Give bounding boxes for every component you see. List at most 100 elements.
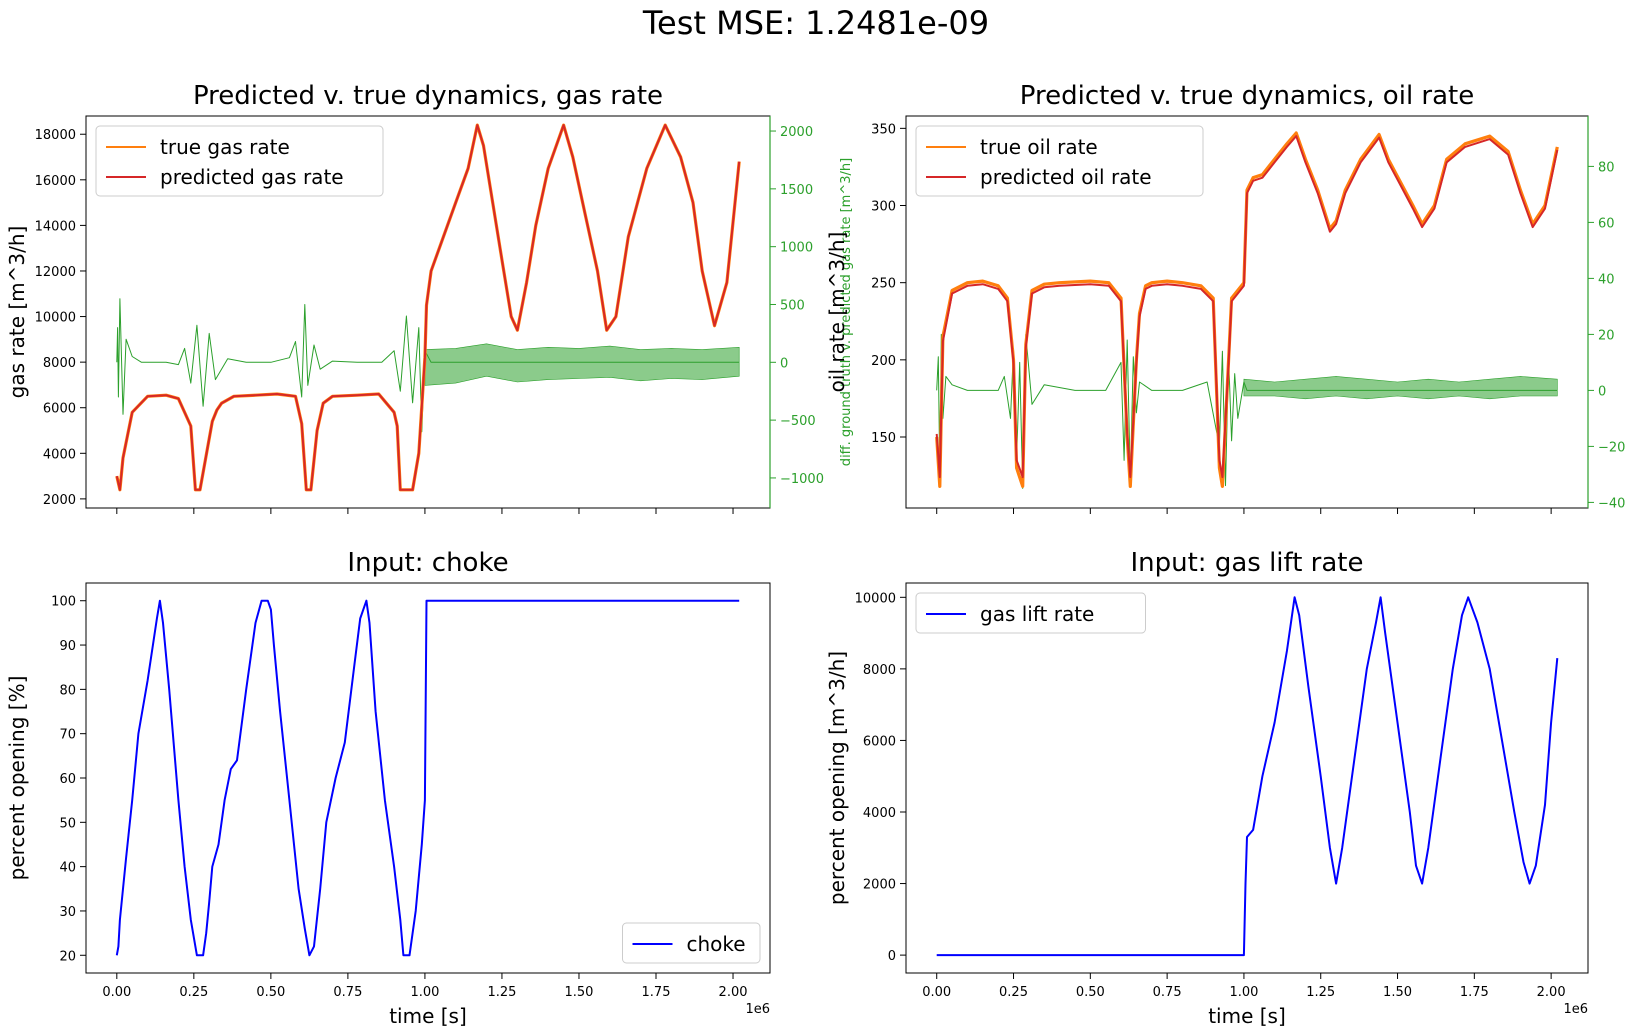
plot-area — [115, 123, 741, 492]
series-line — [115, 599, 740, 957]
legend-entry: predicted gas rate — [160, 165, 344, 189]
y2-axis-label: diff. ground truth v. predicted gas rate… — [839, 158, 854, 466]
subplot-title: Predicted v. true dynamics, oil rate — [1020, 81, 1475, 111]
series-line — [115, 124, 741, 491]
y-tick-label: 30 — [59, 905, 76, 920]
y-tick-label: 16000 — [35, 174, 76, 189]
legend-frame — [622, 922, 761, 964]
y2-tick-label: 40 — [1598, 272, 1615, 287]
x-tick-label: 2.00 — [1537, 985, 1566, 1000]
x-tick-label: 0.75 — [333, 985, 362, 1000]
series-input — [115, 599, 740, 957]
y-tick-label: 250 — [871, 277, 896, 292]
subplot-grid: Predicted v. true dynamics, gas rate2000… — [5, 81, 1625, 1028]
x-tick-label: 0.00 — [102, 985, 131, 1000]
series-input — [936, 596, 1559, 957]
y-tick-label: 80 — [59, 683, 76, 698]
y2-tick-label: −20 — [1598, 440, 1625, 455]
y-tick-label: 2000 — [43, 493, 76, 508]
y-tick-label: 10000 — [35, 311, 76, 326]
x-tick-label: 0.00 — [922, 985, 951, 1000]
x-tick-label: 0.25 — [999, 985, 1028, 1000]
subplot-title: Input: choke — [347, 548, 508, 578]
legend: true gas rate predicted gas rate — [95, 125, 384, 197]
series-diff — [116, 298, 740, 433]
plot-area — [115, 599, 740, 957]
y2-tick-label: 0 — [780, 356, 788, 371]
y-tick-label: 6000 — [863, 734, 896, 749]
y-tick-label: 350 — [871, 122, 896, 137]
y-tick-label: 6000 — [43, 402, 76, 417]
diff-band — [424, 343, 740, 386]
y-axis-label: oil rate [m^3/h] — [825, 232, 849, 393]
y-axis-label: percent opening [m^3/h] — [825, 651, 849, 905]
legend-frame — [915, 592, 1146, 634]
figure-suptitle: Test MSE: 1.2481e-09 — [642, 4, 989, 42]
y-tick-label: 12000 — [35, 265, 76, 280]
x-tick-label: 1.75 — [1460, 985, 1489, 1000]
diff-band — [1243, 376, 1558, 400]
series-predicted — [115, 124, 741, 491]
x-tick-label: 1.00 — [1229, 985, 1258, 1000]
y-tick-label: 70 — [59, 728, 76, 743]
y-tick-label: 40 — [59, 861, 76, 876]
plot-area — [935, 131, 1559, 489]
y2-tick-label: 2000 — [780, 125, 813, 140]
x-tick-label: 1.50 — [564, 985, 593, 1000]
y2-tick-label: 20 — [1598, 328, 1615, 343]
y-tick-label: 4000 — [43, 447, 76, 462]
x-tick-label: 0.50 — [1076, 985, 1105, 1000]
subplot-title: Input: gas lift rate — [1130, 548, 1363, 578]
y-tick-label: 300 — [871, 200, 896, 215]
y-tick-label: 100 — [51, 595, 76, 610]
series-predicted — [935, 135, 1559, 479]
y2-tick-label: 1000 — [780, 241, 813, 256]
y-tick-label: 60 — [59, 772, 76, 787]
legend-entry: predicted oil rate — [980, 165, 1152, 189]
subplot-title: Predicted v. true dynamics, gas rate — [193, 81, 663, 111]
y2-tick-label: 60 — [1598, 216, 1615, 231]
y-tick-label: 8000 — [43, 356, 76, 371]
y-tick-label: 10000 — [855, 591, 896, 606]
y-tick-label: 50 — [59, 816, 76, 831]
legend: gas lift rate — [915, 592, 1146, 634]
y2-tick-label: −500 — [780, 414, 816, 429]
y-tick-label: 8000 — [863, 663, 896, 678]
x-axis-label: time [s] — [389, 1004, 467, 1028]
legend-entry: true oil rate — [980, 135, 1098, 159]
x-tick-label: 1.50 — [1383, 985, 1412, 1000]
y-tick-label: 150 — [871, 431, 896, 446]
legend: choke — [622, 922, 761, 964]
x-axis-label: time [s] — [1208, 1004, 1286, 1028]
y2-tick-label: 500 — [780, 298, 805, 313]
legend-frame — [95, 125, 384, 197]
subplot-gas: Predicted v. true dynamics, gas rate 2000… — [5, 81, 854, 514]
legend: true oil rate predicted oil rate — [915, 125, 1204, 197]
y-tick-label: 4000 — [863, 806, 896, 821]
series-diff — [936, 333, 1558, 489]
y-tick-label: 2000 — [863, 878, 896, 893]
y-tick-label: 90 — [59, 639, 76, 654]
axes-frame — [905, 582, 1589, 974]
x-tick-label: 0.50 — [256, 985, 285, 1000]
y2-tick-label: 1500 — [780, 183, 813, 198]
x-tick-label: 1.00 — [410, 985, 439, 1000]
series-line — [936, 333, 1558, 489]
y2-tick-label: 80 — [1598, 160, 1615, 175]
y-tick-label: 20 — [59, 949, 76, 964]
y-axis-label: percent opening [%] — [5, 676, 29, 881]
legend-entry: choke — [687, 932, 746, 956]
y-tick-label: 18000 — [35, 128, 76, 143]
subplot-oil: Predicted v. true dynamics, oil rate 150 2… — [825, 81, 1625, 514]
legend-frame — [915, 125, 1204, 197]
y-tick-label: 200 — [871, 354, 896, 369]
series-line — [935, 135, 1559, 479]
y2-tick-label: −1000 — [780, 472, 824, 487]
subplot-choke: Input: choke 0.00 0.25 0.50 0.75 1.00 1.25 1.50… — [5, 548, 771, 1028]
y2-tick-label: −40 — [1598, 496, 1625, 511]
y2-tick-label: 0 — [1598, 384, 1606, 399]
subplot-gaslift: Input: gas lift rate 0.00 0.25 0.50 0.75 1.00… — [825, 548, 1589, 1028]
y-axis-label: gas rate [m^3/h] — [5, 226, 29, 399]
x-tick-label: 0.25 — [179, 985, 208, 1000]
y-tick-label: 14000 — [35, 219, 76, 234]
